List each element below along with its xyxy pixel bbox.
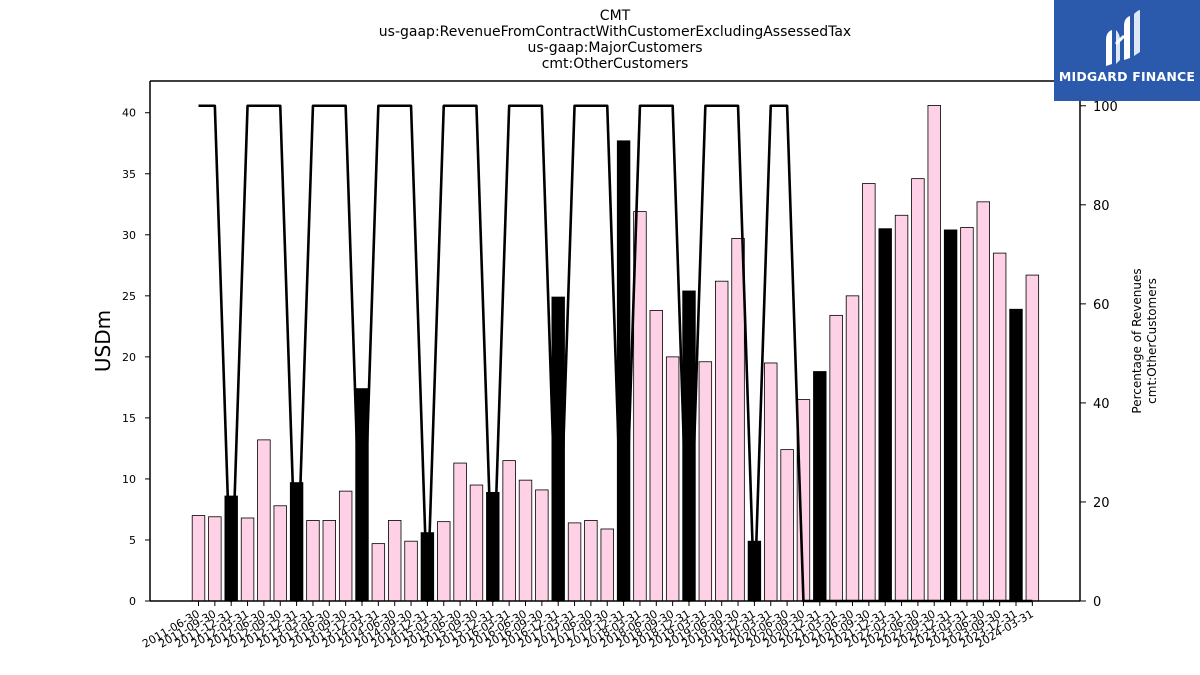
bar: [371, 543, 386, 602]
bar: [927, 105, 941, 602]
bar: [878, 228, 892, 602]
y-tick-label: 35: [122, 168, 136, 181]
bar: [976, 201, 991, 602]
bar: [404, 540, 418, 602]
y-tick-label: 30: [122, 229, 136, 242]
bar: [845, 295, 860, 602]
bar: [257, 439, 271, 602]
bar: [567, 522, 582, 602]
y-axis-label-right-line-2: cmt:OtherCustomers: [1145, 278, 1159, 404]
bar: [960, 227, 974, 602]
bar: [943, 229, 958, 602]
bar: [780, 449, 794, 602]
y-axis-label-left: USDm: [91, 310, 115, 372]
y-tick-label: 10: [122, 473, 136, 486]
y-right-tick-label: 20: [1093, 496, 1110, 511]
bar: [764, 362, 778, 602]
y-axis-label-right-line-1: Percentage of Revenues: [1130, 268, 1144, 413]
y-right-tick-label: 80: [1093, 199, 1110, 214]
y-tick-label: 20: [122, 351, 136, 364]
bar: [813, 371, 827, 602]
bar: [208, 516, 222, 602]
logo-mark-icon: [1106, 10, 1140, 66]
title-line-2: us-gaap:RevenueFromContractWithCustomerE…: [379, 24, 851, 40]
y-tick-label: 15: [122, 412, 136, 425]
y-tick-label: 5: [129, 534, 136, 547]
bar: [894, 214, 909, 602]
bar: [584, 520, 598, 602]
bar: [1025, 274, 1040, 602]
bar: [518, 479, 533, 602]
bar: [600, 528, 614, 602]
title-line-1: CMT: [600, 8, 631, 24]
bar: [698, 361, 713, 602]
title-line-3: us-gaap:MajorCustomers: [527, 40, 702, 56]
bar: [715, 280, 729, 602]
y-tick-label: 40: [122, 107, 136, 120]
bar: [306, 520, 320, 602]
bar: [665, 356, 680, 602]
y-right-tick-label: 60: [1093, 298, 1110, 313]
bar: [322, 520, 337, 602]
bar: [829, 314, 843, 602]
bar: [731, 238, 745, 602]
bar: [338, 490, 353, 602]
bar: [502, 460, 516, 602]
bar: [469, 484, 484, 602]
title-line-4: cmt:OtherCustomers: [542, 56, 689, 72]
bar: [992, 252, 1007, 602]
y-right-tick-label: 40: [1093, 397, 1110, 412]
chart-title: CMT us-gaap:RevenueFromContractWithCusto…: [379, 8, 851, 72]
y-tick-label: 25: [122, 290, 136, 303]
logo-text: MIDGARD FINANCE: [1058, 69, 1196, 84]
bar: [1009, 308, 1023, 602]
bar: [240, 517, 255, 602]
x-axis: 2011-06-302011-09-302011-12-312012-03-31…: [140, 601, 1036, 651]
bar: [191, 515, 206, 602]
bar: [649, 310, 664, 602]
bar: [387, 520, 402, 602]
bar: [862, 183, 876, 602]
bar: [437, 521, 451, 602]
y-axis-right: 0 20 40 60 80 100: [1080, 100, 1118, 610]
y-axis-left: 0 5 10 15 20 25 30 35 40: [122, 107, 150, 608]
y-right-tick-label: 100: [1093, 100, 1118, 115]
axes: [149, 80, 1081, 602]
midgard-finance-logo: MIDGARD FINANCE: [1054, 0, 1200, 101]
y-tick-label: 0: [129, 595, 136, 608]
bar: [453, 462, 467, 602]
bar: [911, 178, 925, 602]
bar: [535, 489, 549, 602]
y-right-tick-label: 0: [1093, 595, 1101, 610]
bar: [616, 140, 631, 602]
bar: [273, 505, 287, 602]
